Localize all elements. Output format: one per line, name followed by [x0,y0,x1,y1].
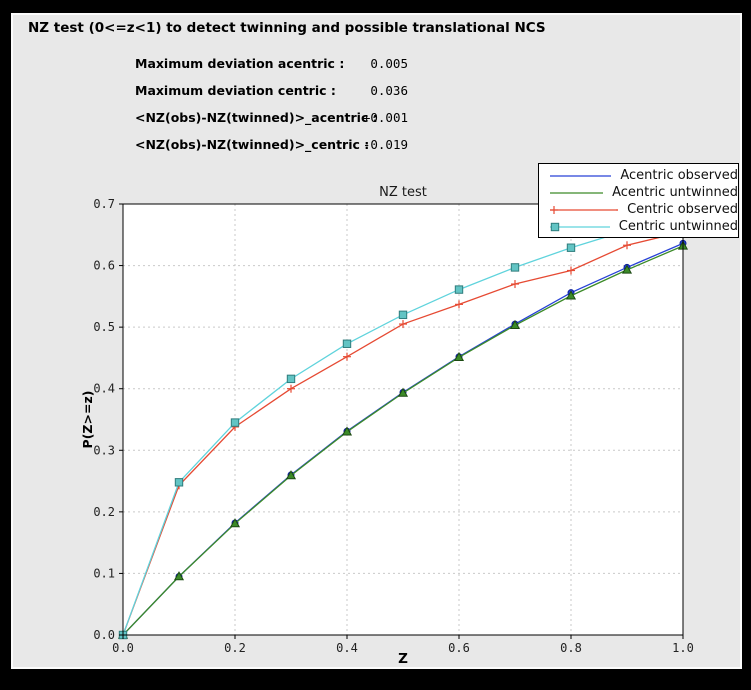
legend-label: Centric observed [627,201,738,217]
stat-label: <NZ(obs)-NZ(twinned)>_centric : [135,137,370,152]
svg-text:0.2: 0.2 [224,641,246,655]
stat-row-max-dev-centric: Maximum deviation centric : 0.036 [135,83,408,100]
svg-text:0.2: 0.2 [93,505,115,519]
legend-line-sample [550,222,610,231]
x-axis-label: Z [398,651,408,667]
svg-text:1.0: 1.0 [672,641,694,655]
legend-item-centric-observed: Centric observed [539,201,738,218]
chart-legend: Acentric observed Acentric untwinned Cen… [538,163,739,238]
legend-line-sample [550,174,612,177]
plot-spines [122,203,684,636]
legend-label: Acentric untwinned [612,184,738,200]
stat-value: 0.036 [370,83,408,98]
stat-row-max-dev-acentric: Maximum deviation acentric : 0.005 [135,56,408,73]
stat-value: 0.005 [370,56,408,71]
svg-text:0.5: 0.5 [93,320,115,334]
chart-title: NZ test [379,185,427,200]
svg-text:0.7: 0.7 [93,197,115,211]
svg-text:0.4: 0.4 [93,382,115,396]
svg-text:0.4: 0.4 [336,641,358,655]
svg-text:0.8: 0.8 [560,641,582,655]
svg-text:0.0: 0.0 [93,628,115,642]
y-axis-label: P(Z>=z) [80,391,95,449]
page-title: NZ test (0<=z<1) to detect twinning and … [28,20,546,36]
stat-row-nz-diff-acentric: <NZ(obs)-NZ(twinned)>_acentric : +0.001 [135,110,408,127]
legend-item-acentric-untwinned: Acentric untwinned [539,184,738,201]
tick-labels: 0.0 0.2 0.4 0.6 0.8 1.0 0.0 0.1 0.2 0.3 0.4 0.5 0.6 0… [93,197,694,655]
axis-ticks [119,203,684,639]
svg-text:0.1: 0.1 [93,566,115,580]
stat-label: Maximum deviation acentric : [135,56,345,71]
stat-row-nz-diff-centric: <NZ(obs)-NZ(twinned)>_centric : -0.019 [135,137,408,154]
plot-area [123,204,683,635]
legend-label: Acentric observed [620,167,738,183]
svg-text:0.0: 0.0 [112,641,134,655]
legend-line-sample [550,205,619,214]
svg-text:0.3: 0.3 [93,443,115,457]
svg-text:0.6: 0.6 [448,641,470,655]
stat-label: Maximum deviation centric : [135,83,336,98]
legend-label: Centric untwinned [618,218,738,234]
stat-label: <NZ(obs)-NZ(twinned)>_acentric : [135,110,378,125]
svg-text:0.6: 0.6 [93,259,115,273]
stat-value: +0.001 [362,110,408,125]
legend-item-centric-untwinned: Centric untwinned [539,218,738,235]
legend-line-sample [550,191,604,194]
legend-item-acentric-observed: Acentric observed [539,167,738,184]
stat-value: -0.019 [362,137,408,152]
